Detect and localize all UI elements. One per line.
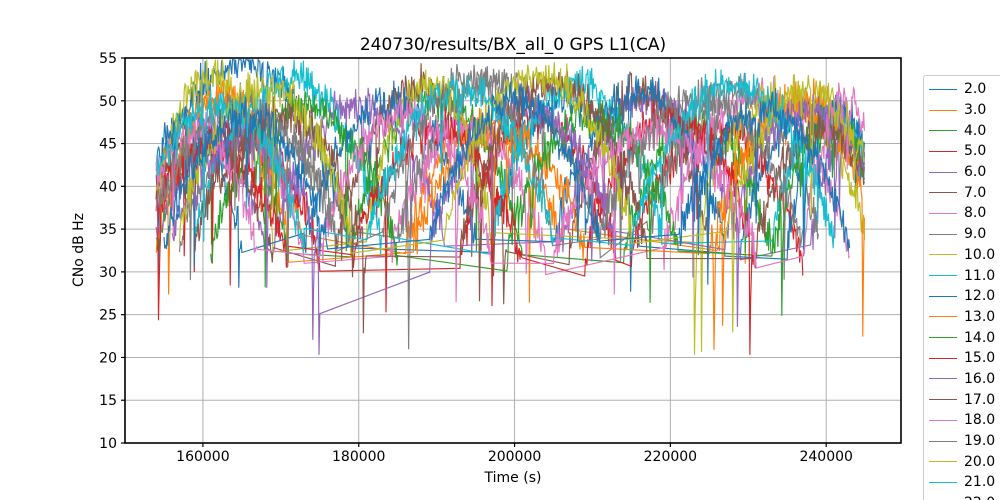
y-tick-label: 50 <box>99 94 117 110</box>
legend-entry-20.0: 20.0 <box>929 451 1000 472</box>
y-tick-label: 55 <box>99 51 117 67</box>
x-tick-label: 180000 <box>332 449 385 465</box>
legend-entry-10.0: 10.0 <box>929 245 1000 266</box>
legend-line-sample <box>929 233 957 235</box>
legend-entry-13.0: 13.0 <box>929 307 1000 328</box>
legend-entry-19.0: 19.0 <box>929 431 1000 452</box>
x-tick-label: 220000 <box>644 449 697 465</box>
legend-entry-2.0: 2.0 <box>929 79 1000 100</box>
legend-label: 16.0 <box>964 370 996 387</box>
legend-line-sample <box>929 378 957 380</box>
y-tick-label: 35 <box>99 222 117 238</box>
y-axis-label: CNo dB Hz <box>71 212 87 288</box>
legend-entry-9.0: 9.0 <box>929 224 1000 245</box>
legend-label: 3.0 <box>964 102 987 119</box>
legend-line-sample <box>929 150 957 152</box>
x-tick-label: 160000 <box>176 449 229 465</box>
x-tick-label: 240000 <box>799 449 852 465</box>
legend-line-sample <box>929 295 957 297</box>
legend-line-sample <box>929 399 957 401</box>
series-line-22.0 <box>163 81 851 285</box>
legend-line-sample <box>929 337 957 339</box>
legend-label: 5.0 <box>964 143 987 160</box>
legend-label: 4.0 <box>964 122 987 139</box>
legend-line-sample <box>929 357 957 359</box>
legend-line-sample <box>929 316 957 318</box>
series-line-20.0 <box>178 62 865 333</box>
legend-label: 13.0 <box>964 308 996 325</box>
legend-entry-17.0: 17.0 <box>929 389 1000 410</box>
chart-title: 240730/results/BX_all_0 GPS L1(CA) <box>359 35 667 55</box>
y-tick-label: 25 <box>99 308 117 324</box>
legend-entry-22.0: 22.0 <box>929 493 1000 500</box>
legend-label: 15.0 <box>964 350 996 367</box>
legend-entry-3.0: 3.0 <box>929 100 1000 121</box>
legend-line-sample <box>929 212 957 214</box>
legend-line-sample <box>929 481 957 483</box>
legend-line-sample <box>929 171 957 173</box>
legend-label: 10.0 <box>964 246 996 263</box>
legend-entry-18.0: 18.0 <box>929 410 1000 431</box>
legend-label: 6.0 <box>964 164 987 181</box>
legend-line-sample <box>929 109 957 111</box>
tick-labels: 160000 180000 200000 220000 240000 10 15 20 25 30… <box>99 51 853 465</box>
legend-label: 8.0 <box>964 205 987 222</box>
y-tick-label: 40 <box>99 179 117 195</box>
x-axis-label: Time (s) <box>484 470 542 486</box>
legend-label: 22.0 <box>964 496 995 500</box>
legend-entry-15.0: 15.0 <box>929 348 1000 369</box>
legend-entry-12.0: 12.0 <box>929 286 1000 307</box>
legend-label: 9.0 <box>964 226 987 243</box>
legend-label: 7.0 <box>964 184 987 201</box>
legend-line-sample <box>929 192 957 194</box>
legend-entry-14.0: 14.0 <box>929 327 1000 348</box>
y-tick-label: 15 <box>99 393 117 409</box>
axes-spines <box>124 57 902 444</box>
legend-label: 14.0 <box>964 329 996 346</box>
legend-entry-21.0: 21.0 <box>929 472 1000 493</box>
legend-entry-11.0: 11.0 <box>929 265 1000 286</box>
legend-entry-16.0: 16.0 <box>929 369 1000 390</box>
legend-entry-6.0: 6.0 <box>929 162 1000 183</box>
series-lines <box>155 58 865 355</box>
legend-entry-8.0: 8.0 <box>929 203 1000 224</box>
legend-entry-5.0: 5.0 <box>929 141 1000 162</box>
legend-line-sample <box>929 440 957 442</box>
legend-line-sample <box>929 275 957 277</box>
legend-label: 20.0 <box>964 453 996 470</box>
legend-label: 19.0 <box>964 433 996 450</box>
legend-label: 18.0 <box>964 412 996 429</box>
legend-line-sample <box>929 130 957 132</box>
legend-label: 12.0 <box>964 288 996 305</box>
legend-label: 17.0 <box>964 391 996 408</box>
legend-line-sample <box>929 88 957 90</box>
legend-label: 2.0 <box>964 81 987 98</box>
y-tick-label: 20 <box>99 350 117 366</box>
legend-line-sample <box>929 461 957 463</box>
legend-entry-7.0: 7.0 <box>929 182 1000 203</box>
legend-line-sample <box>929 419 957 421</box>
y-tick-label: 30 <box>99 265 117 281</box>
legend-line-sample <box>929 254 957 256</box>
legend-entry-4.0: 4.0 <box>929 120 1000 141</box>
tick-marks <box>121 57 827 447</box>
legend-label: 11.0 <box>964 267 996 284</box>
legend-label: 21.0 <box>964 474 996 491</box>
legend: 2.0 3.0 4.0 5.0 6.0 7.0 8.0 9.0 10.0 11.0 12.0 13.0… <box>923 75 1000 500</box>
x-tick-label: 200000 <box>488 449 541 465</box>
y-tick-label: 10 <box>99 436 117 452</box>
y-tick-label: 45 <box>99 137 117 153</box>
series-line-18.0 <box>155 82 865 303</box>
